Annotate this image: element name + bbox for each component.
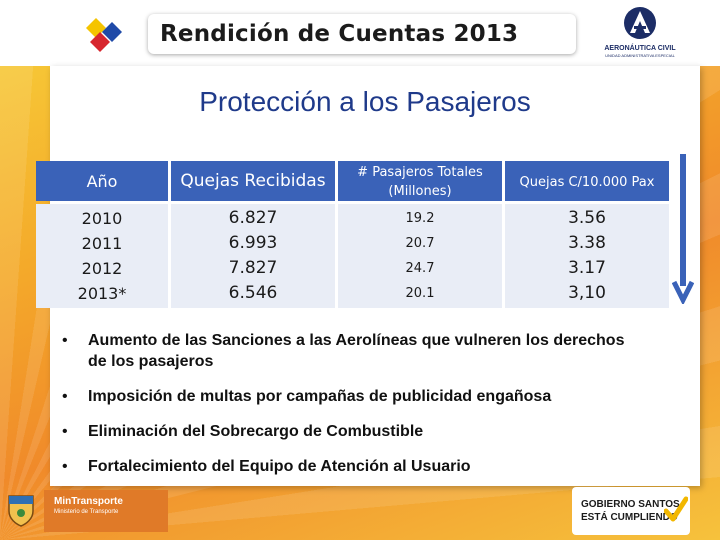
- column-header-complaints: Quejas Recibidas: [171, 161, 335, 201]
- ministry-name: MinTransporte: [54, 496, 123, 507]
- passengers-2010: 19.2: [405, 211, 435, 226]
- ratio-2011: 3.38: [568, 233, 606, 253]
- mintransporte-logo: MinTransporte Ministerio de Transporte: [0, 487, 170, 535]
- bullet-dot-icon: •: [62, 332, 68, 349]
- bullet-item: • Imposición de multas por campañas de p…: [62, 386, 632, 407]
- year-cell: 2010 2011 2012 2013*: [36, 204, 168, 308]
- aeronautica-a-icon: [624, 7, 656, 39]
- gobierno-badge: GOBIERNO SANTOS ESTÁ CUMPLIENDO: [572, 487, 690, 535]
- header-bar: Rendición de Cuentas 2013 AERONÁUTICA CI…: [0, 0, 720, 66]
- bullet-dot-icon: •: [62, 423, 68, 440]
- badge-line-1: GOBIERNO SANTOS: [581, 499, 680, 510]
- diamond-logo-icon: [86, 18, 122, 52]
- aero-logo-subtitle: UNIDAD ADMINISTRATIVA ESPECIAL: [605, 53, 675, 58]
- ratio-2010: 3.56: [568, 208, 606, 228]
- complaints-2010: 6.827: [228, 208, 278, 228]
- table-header-row: Año Quejas Recibidas # Pasajeros Totales…: [36, 161, 669, 201]
- slide-title: Protección a los Pasajeros: [199, 86, 531, 117]
- column-header-ratio-text: Quejas C/10.000 Pax: [519, 174, 655, 190]
- down-arrow-icon: [672, 154, 694, 304]
- complaints-2013: 6.546: [228, 283, 278, 303]
- badge-line-2: ESTÁ CUMPLIENDO: [581, 512, 678, 523]
- aeronautica-logo: AERONÁUTICA CIVIL UNIDAD ADMINISTRATIVA …: [600, 6, 680, 62]
- passengers-2011: 20.7: [405, 236, 435, 251]
- year-2011: 2011: [81, 234, 123, 253]
- colombia-shield-icon: [8, 495, 34, 527]
- year-2013: 2013*: [77, 284, 127, 303]
- column-header-passengers: # Pasajeros Totales (Millones): [338, 161, 502, 201]
- bullet-item: • Eliminación del Sobrecargo de Combusti…: [62, 421, 632, 442]
- bullet-text: Fortalecimiento del Equipo de Atención a…: [88, 458, 471, 475]
- column-header-ratio: Quejas C/10.000 Pax: [505, 161, 669, 201]
- column-header-passengers-text: # Pasajeros Totales (Millones): [357, 165, 483, 199]
- ministry-subtitle: Ministerio de Transporte: [54, 509, 119, 515]
- checkmark-icon: [664, 496, 688, 522]
- aero-logo-name: AERONÁUTICA CIVIL: [604, 45, 676, 52]
- ratio-cell: 3.56 3.38 3.17 3,10: [505, 204, 669, 308]
- bullet-text: Eliminación del Sobrecargo de Combustibl…: [88, 423, 424, 440]
- header-title-box: Rendición de Cuentas 2013: [148, 14, 576, 54]
- bullet-text: Aumento de las Sanciones a las Aerolínea…: [88, 332, 625, 370]
- bullet-dot-icon: •: [62, 458, 68, 475]
- passengers-2012: 24.7: [405, 261, 435, 276]
- bullet-dot-icon: •: [62, 388, 68, 405]
- bullet-item: • Aumento de las Sanciones a las Aerolín…: [62, 330, 632, 372]
- year-2012: 2012: [81, 259, 123, 278]
- bullet-text: Imposición de multas por campañas de pub…: [88, 388, 552, 405]
- passengers-2013: 20.1: [405, 286, 435, 301]
- ratio-2012: 3.17: [568, 258, 606, 278]
- complaints-2011: 6.993: [228, 233, 278, 253]
- complaints-cell: 6.827 6.993 7.827 6.546: [171, 204, 335, 308]
- complaints-2012: 7.827: [228, 258, 278, 278]
- year-2010: 2010: [81, 209, 123, 228]
- mintransporte-box: MinTransporte Ministerio de Transporte: [44, 490, 168, 532]
- passengers-cell: 19.2 20.7 24.7 20.1: [338, 204, 502, 308]
- passenger-table: Año Quejas Recibidas # Pasajeros Totales…: [33, 158, 672, 311]
- column-header-year: Año: [36, 161, 168, 201]
- header-title: Rendición de Cuentas 2013: [160, 21, 519, 47]
- table-data-row: 2010 2011 2012 2013* 6.827 6.993 7.827 6…: [36, 204, 669, 308]
- bullet-list: • Aumento de las Sanciones a las Aerolín…: [62, 330, 632, 491]
- ratio-2013: 3,10: [568, 283, 606, 303]
- bullet-item: • Fortalecimiento del Equipo de Atención…: [62, 456, 632, 477]
